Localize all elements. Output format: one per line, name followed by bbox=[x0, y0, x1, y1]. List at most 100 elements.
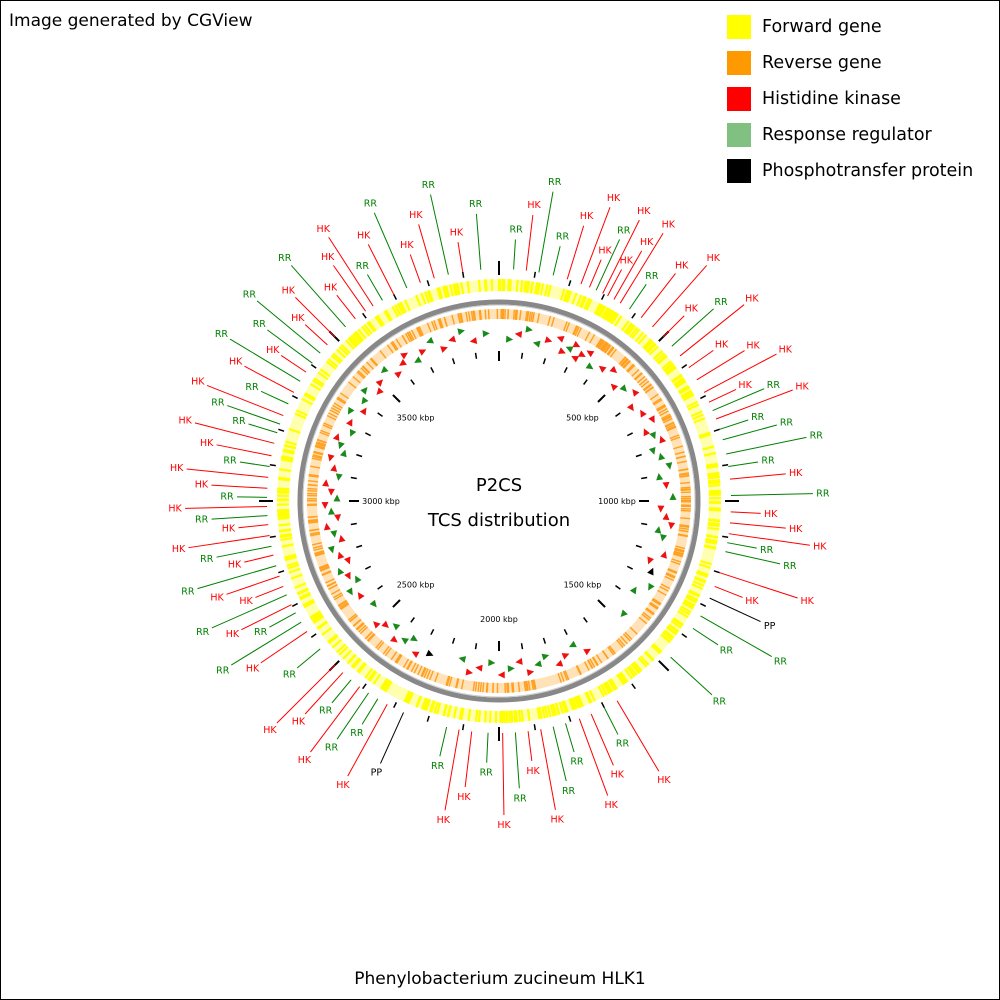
reverse-gene-mark bbox=[314, 551, 325, 556]
forward-gene-mark bbox=[449, 284, 454, 297]
outer-kbp-tick bbox=[658, 660, 670, 672]
tcs-leader-line bbox=[211, 484, 268, 489]
forward-gene-mark bbox=[364, 667, 374, 679]
reverse-gene-mark bbox=[330, 588, 341, 596]
reverse-gene-mark bbox=[467, 311, 471, 322]
reverse-gene-mark bbox=[607, 646, 615, 656]
forward-gene-mark bbox=[654, 352, 666, 362]
kbp-tick-label: 3500 kbp bbox=[397, 414, 435, 423]
reverse-gene-mark bbox=[326, 581, 337, 588]
tcs-label-hk: HK bbox=[764, 509, 778, 520]
center-title: P2CS bbox=[476, 475, 522, 496]
reverse-gene-mark bbox=[426, 669, 432, 680]
reverse-gene-mark bbox=[421, 667, 427, 678]
forward-gene-mark bbox=[345, 339, 355, 350]
reverse-gene-mark bbox=[673, 551, 684, 556]
tcs-leader-line bbox=[715, 389, 793, 420]
forward-gene-mark bbox=[283, 444, 296, 450]
tcs-marker-hk bbox=[610, 383, 619, 392]
outer-kbp-tick bbox=[568, 715, 572, 722]
reverse-gene-mark bbox=[620, 358, 629, 367]
tcs-leader-line bbox=[525, 214, 534, 271]
forward-gene-mark bbox=[437, 286, 444, 300]
forward-gene-mark bbox=[312, 379, 324, 388]
reverse-gene-mark bbox=[314, 552, 325, 557]
forward-gene-mark bbox=[678, 386, 691, 395]
forward-gene-mark bbox=[420, 697, 428, 710]
reverse-gene-mark bbox=[310, 533, 321, 537]
tcs-leader-line bbox=[186, 468, 269, 478]
tcs-leader-line bbox=[613, 250, 643, 300]
reverse-gene-mark bbox=[420, 667, 426, 677]
tcs-marker-hk bbox=[390, 635, 398, 643]
tcs-label-hk: HK bbox=[263, 725, 277, 736]
forward-gene-mark bbox=[484, 279, 488, 292]
forward-gene-mark bbox=[668, 623, 680, 633]
tcs-leader-line bbox=[332, 265, 367, 312]
reverse-gene-mark bbox=[515, 309, 519, 320]
forward-gene-mark bbox=[325, 360, 337, 370]
reverse-gene-mark bbox=[418, 326, 424, 336]
forward-gene-mark bbox=[698, 431, 711, 438]
forward-gene-mark bbox=[619, 671, 629, 683]
reverse-gene-mark bbox=[583, 661, 590, 671]
tcs-label-hk: HK bbox=[497, 820, 511, 831]
forward-gene-mark bbox=[346, 653, 357, 664]
forward-gene-mark bbox=[396, 302, 405, 315]
reverse-gene-mark bbox=[609, 348, 618, 358]
tcs-marker-rr bbox=[349, 428, 357, 437]
reverse-gene-mark bbox=[320, 429, 331, 435]
tcs-leader-line bbox=[728, 533, 810, 546]
tcs-leader-line bbox=[331, 679, 352, 704]
forward-gene-mark bbox=[617, 672, 627, 684]
forward-gene-mark bbox=[691, 413, 704, 421]
tcs-label-hk: HK bbox=[170, 463, 184, 474]
tcs-label-hk: HK bbox=[746, 340, 760, 351]
forward-gene-mark bbox=[507, 279, 510, 292]
reverse-gene-mark bbox=[680, 486, 691, 489]
forward-gene-mark bbox=[670, 620, 682, 629]
tcs-label-hk: HK bbox=[611, 769, 625, 780]
forward-gene-mark bbox=[626, 324, 636, 336]
reverse-gene-mark bbox=[319, 565, 330, 571]
forward-gene-mark bbox=[484, 710, 487, 723]
outer-kbp-tick bbox=[310, 364, 317, 369]
tcs-label-hk: HK bbox=[662, 220, 676, 231]
reverse-gene-mark bbox=[523, 681, 527, 692]
outer-kbp-tick bbox=[568, 280, 572, 287]
kbp-tick bbox=[410, 617, 415, 623]
forward-gene-mark bbox=[573, 696, 581, 709]
forward-gene-mark bbox=[391, 305, 400, 318]
reverse-gene-mark bbox=[531, 312, 535, 323]
forward-gene-mark bbox=[708, 508, 721, 512]
tcs-leader-line bbox=[444, 729, 460, 811]
reverse-gene-mark bbox=[677, 533, 688, 538]
tcs-marker-hk bbox=[657, 505, 665, 513]
reverse-gene-mark bbox=[352, 375, 361, 384]
tcs-marker-hk bbox=[556, 336, 565, 343]
outer-kbp-tick bbox=[269, 535, 276, 539]
tcs-leader-line bbox=[619, 233, 664, 304]
forward-gene-mark bbox=[681, 391, 694, 400]
forward-gene-mark bbox=[277, 487, 290, 491]
kbp-tick bbox=[392, 599, 401, 608]
forward-gene-mark bbox=[686, 593, 699, 602]
tcs-leader-line bbox=[244, 554, 274, 563]
reverse-gene-mark bbox=[674, 451, 685, 456]
kbp-tick bbox=[410, 379, 415, 385]
forward-gene-mark bbox=[646, 343, 657, 354]
forward-gene-mark bbox=[571, 292, 578, 305]
forward-gene-mark bbox=[546, 284, 552, 298]
forward-gene-mark bbox=[326, 633, 338, 644]
forward-gene-mark bbox=[698, 563, 711, 569]
reverse-gene-mark bbox=[616, 639, 624, 648]
forward-gene-mark bbox=[682, 393, 695, 402]
reverse-gene-mark bbox=[410, 662, 417, 673]
reverse-gene-mark bbox=[386, 344, 394, 354]
reverse-gene-mark bbox=[532, 679, 536, 690]
reverse-gene-mark bbox=[326, 414, 337, 421]
forward-gene-mark bbox=[376, 314, 385, 326]
forward-gene-mark bbox=[509, 710, 513, 723]
reverse-gene-mark bbox=[670, 436, 681, 442]
reverse-gene-mark bbox=[514, 309, 518, 320]
